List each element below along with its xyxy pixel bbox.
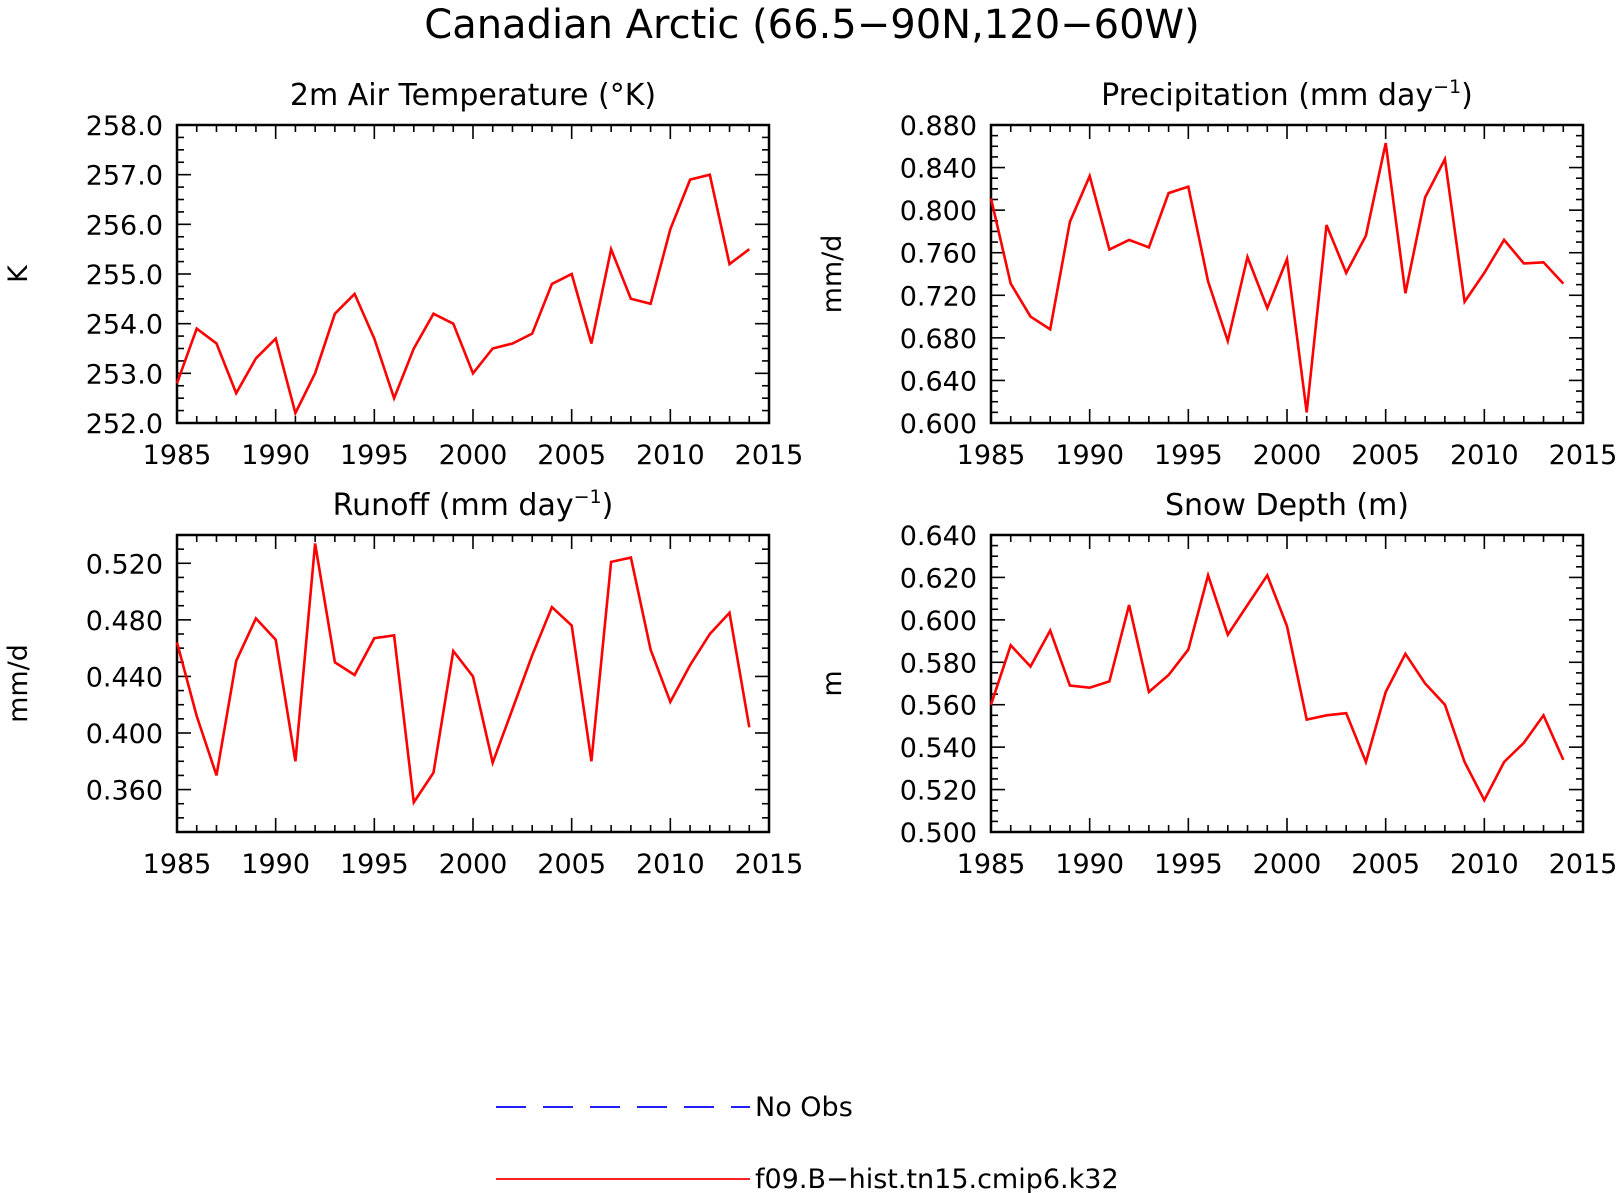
y-tick-label: 0.480 — [86, 606, 163, 637]
legend: No Obs f09.B−hist.tn15.cmip6.k32 — [496, 1092, 1119, 1193]
x-tick-label: 2015 — [735, 849, 804, 880]
x-tick-label: 2015 — [1549, 849, 1618, 880]
y-tick-label: 254.0 — [86, 310, 163, 341]
y-tick-label: 0.640 — [900, 366, 977, 397]
x-tick-label: 2005 — [537, 849, 606, 880]
y-tick-label: 252.0 — [86, 409, 163, 440]
legend-label: f09.B−hist.tn15.cmip6.k32 — [755, 1164, 1119, 1193]
legend-label: No Obs — [755, 1092, 853, 1123]
plot-frame — [175, 123, 771, 425]
y-tick-label: 0.880 — [900, 111, 977, 142]
plot-frame — [989, 533, 1585, 834]
x-tick-label: 2005 — [1351, 440, 1420, 471]
y-tick-label: 0.520 — [900, 776, 977, 807]
y-tick-label: 0.440 — [86, 662, 163, 693]
y-tick-label: 0.760 — [900, 239, 977, 270]
x-tick-label: 1990 — [241, 440, 310, 471]
panel-title: Precipitation (mm day−1) — [1101, 76, 1473, 113]
x-tick-label: 1985 — [957, 849, 1026, 880]
y-tick-label: 258.0 — [86, 111, 163, 142]
chart-panel-1: 1985 1990 1995 2000 2005 2010 2015 252.0 253.0 25… — [3, 78, 803, 471]
y-axis-label: K — [3, 264, 34, 283]
x-tick-label: 2010 — [1450, 849, 1519, 880]
y-tick-label: 0.800 — [900, 196, 977, 227]
y-tick-label: 0.720 — [900, 281, 977, 312]
y-tick-label: 0.620 — [900, 563, 977, 594]
x-tick-label: 1985 — [143, 849, 212, 880]
chart-panel-4: 1985 1990 1995 2000 2005 2010 2015 0.500 0.520 0.… — [817, 488, 1617, 880]
x-tick-label: 2010 — [636, 440, 705, 471]
figure-title: Canadian Arctic (66.5−90N,120−60W) — [424, 2, 1199, 48]
x-tick-label: 1990 — [1055, 849, 1124, 880]
y-tick-label: 253.0 — [86, 359, 163, 390]
y-axis-label: m — [817, 670, 848, 696]
y-tick-label: 0.360 — [86, 776, 163, 807]
y-tick-label: 0.600 — [900, 606, 977, 637]
x-tick-label: 1995 — [340, 440, 409, 471]
x-tick-label: 1985 — [143, 440, 212, 471]
panel-title: 2m Air Temperature (°K) — [290, 78, 656, 113]
chart-panel-2: 1985 1990 1995 2000 2005 2010 2015 0.600 0.640 0.… — [817, 76, 1617, 471]
x-tick-label: 2010 — [636, 849, 705, 880]
series-line — [175, 543, 751, 806]
x-tick-label: 1985 — [957, 440, 1026, 471]
series-line — [989, 142, 1565, 413]
x-tick-label: 1990 — [241, 849, 310, 880]
x-tick-label: 1995 — [1154, 440, 1223, 471]
x-tick-label: 2000 — [1253, 849, 1322, 880]
x-tick-label: 1990 — [1055, 440, 1124, 471]
y-tick-label: 0.560 — [900, 691, 977, 722]
x-tick-label: 2010 — [1450, 440, 1519, 471]
series-line — [989, 570, 1565, 804]
x-tick-label: 2005 — [537, 440, 606, 471]
panel-title: Snow Depth (m) — [1165, 488, 1409, 523]
panel-title: Runoff (mm day−1) — [333, 486, 614, 523]
y-axis-label: mm/d — [817, 235, 848, 314]
series-line — [175, 173, 751, 417]
x-tick-label: 2015 — [1549, 440, 1618, 471]
y-tick-label: 256.0 — [86, 210, 163, 241]
y-tick-label: 0.600 — [900, 409, 977, 440]
plot-frame — [989, 123, 1585, 425]
y-tick-label: 0.520 — [86, 549, 163, 580]
y-tick-label: 0.680 — [900, 324, 977, 355]
y-tick-label: 0.640 — [900, 521, 977, 552]
x-tick-label: 2000 — [1253, 440, 1322, 471]
y-axis-label: mm/d — [3, 644, 34, 723]
x-tick-label: 2000 — [439, 440, 508, 471]
x-tick-label: 1995 — [340, 849, 409, 880]
y-tick-label: 255.0 — [86, 260, 163, 291]
y-tick-label: 257.0 — [86, 161, 163, 192]
x-tick-label: 2000 — [439, 849, 508, 880]
x-tick-label: 1995 — [1154, 849, 1223, 880]
x-tick-label: 2015 — [735, 440, 804, 471]
y-tick-label: 0.840 — [900, 154, 977, 185]
x-tick-label: 2005 — [1351, 849, 1420, 880]
chart-panel-3: 1985 1990 1995 2000 2005 2010 2015 0.360 0.400 0.… — [3, 486, 803, 880]
y-tick-label: 0.500 — [900, 818, 977, 849]
y-tick-label: 0.580 — [900, 648, 977, 679]
y-tick-label: 0.540 — [900, 733, 977, 764]
y-tick-label: 0.400 — [86, 719, 163, 750]
